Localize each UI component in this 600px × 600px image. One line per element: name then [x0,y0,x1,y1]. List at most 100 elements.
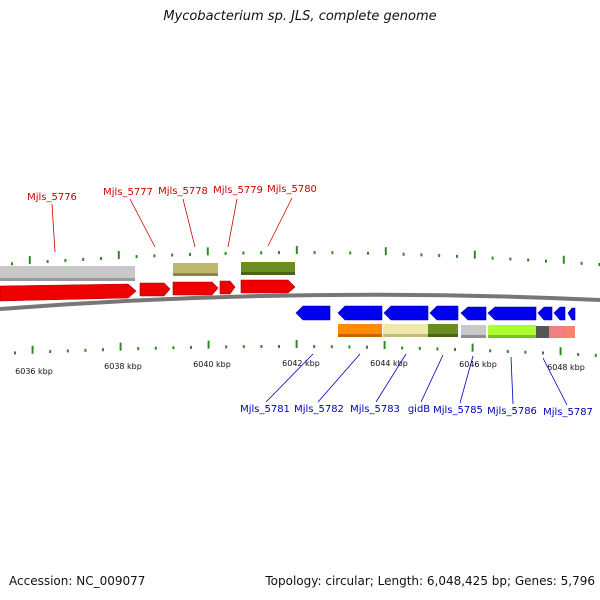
tick-lower-24 [436,347,439,351]
tick-upper-16 [295,246,298,255]
tick-lower-22 [401,346,404,350]
gene-arrow-mjls-5781[interactable] [295,305,331,321]
tick-upper-5 [100,256,102,260]
reverse-cds-track [295,305,576,321]
tick-lower-7 [137,347,140,351]
gene-arrow-mjls-5779[interactable] [219,280,236,295]
tick-upper-18 [331,251,334,255]
tick-upper-29 [527,258,530,262]
tick-lower-30 [542,351,544,355]
gene-arrow-gidb[interactable] [429,305,459,321]
gene-label-mjls-5779[interactable]: Mjls_5779 [213,185,263,196]
tick-lower-27 [489,349,492,353]
gene-arrow-mjls-5776[interactable] [0,283,137,302]
tick-lower-12 [225,345,228,349]
leader-line-mjls-5777 [129,198,156,248]
tick-lower-19 [348,345,351,349]
feature-block-gray[interactable] [461,325,486,337]
feature-block-olive[interactable] [428,324,458,336]
gene-label-mjls-5786[interactable]: Mjls_5786 [487,406,537,417]
tick-upper-9 [171,253,174,257]
tick-lower-6 [119,342,122,351]
gene-arrow-mjls-5777[interactable] [139,282,171,297]
gene-label-mjls-5782[interactable]: Mjls_5782 [294,404,344,415]
gene-arrow-mjls-5783[interactable] [383,305,429,321]
gene-arrow-mjls-5786[interactable] [487,306,537,321]
kbp-label-6048: 6048 kbp [547,363,585,372]
leader-line-mjls-5779 [227,198,238,248]
kbp-label-6036: 6036 kbp [15,367,53,376]
tick-lower-23 [418,346,421,350]
tick-upper-21 [384,247,387,256]
leader-line-mjls-5786 [510,356,514,405]
tick-lower-0 [14,351,16,355]
tick-upper-17 [313,251,316,255]
feature-block-lime[interactable] [488,325,536,337]
tick-upper-28 [509,257,512,261]
tick-upper-27 [491,256,494,260]
tick-upper-23 [420,253,423,257]
gene-label-mjls-5776[interactable]: Mjls_5776 [27,192,77,203]
feature-block-cream[interactable] [383,324,428,336]
leader-line-mjls-5778 [182,198,196,248]
tick-upper-7 [135,255,138,259]
tick-upper-33 [598,262,600,266]
feature-block-salmon[interactable] [549,326,566,338]
feature-bar-olive-shadow [241,272,295,275]
gene-label-mjls-5777[interactable]: Mjls_5777 [103,187,153,198]
top-gene-labels: Mjls_5776 Mjls_5777 Mjls_5778 Mjls_5779 … [27,184,317,253]
tick-upper-19 [349,251,352,255]
feature-block-pink[interactable] [566,326,575,338]
tick-lower-5 [102,348,104,352]
tick-upper-10 [189,252,191,256]
feature-block-darkgray[interactable] [536,326,549,338]
gene-arrow-mjls-5787a[interactable] [537,306,553,321]
tick-upper-13 [242,251,245,255]
tick-upper-32 [580,261,583,265]
gene-arrow-mjls-5787c[interactable] [567,307,576,321]
gene-label-mjls-5785[interactable]: Mjls_5785 [433,405,483,416]
leader-line-mjls-5783 [375,353,407,403]
feature-block-cream-shadow [383,334,428,337]
tick-lower-16 [295,339,298,348]
tick-lower-29 [524,350,527,354]
feature-block-orange[interactable] [338,324,382,336]
tick-marks [11,246,600,357]
leader-line-mjls-5782 [317,353,361,403]
tick-upper-30 [545,259,547,263]
tick-upper-14 [260,251,263,255]
gene-label-mjls-5778[interactable]: Mjls_5778 [158,186,208,197]
gene-arrow-mjls-5780[interactable] [240,279,296,294]
leader-line-gidb [420,354,444,403]
feature-bar-olive[interactable] [241,262,295,275]
tick-lower-1 [31,345,34,354]
leader-line-mjls-5785 [459,355,474,404]
gene-arrow-mjls-5787b[interactable] [553,306,566,321]
gene-label-mjls-5781[interactable]: Mjls_5781 [240,404,290,415]
gene-label-mjls-5787[interactable]: Mjls_5787 [543,407,593,418]
gene-arrow-mjls-5782[interactable] [337,305,383,321]
tick-lower-17 [313,345,316,349]
feature-block-lime-shadow [488,335,536,338]
gene-label-gidb[interactable]: gidB [408,404,430,415]
tick-lower-18 [330,345,333,349]
kbp-axis: 6036 kbp 6038 kbp 6040 kbp 6042 kbp 6044… [15,359,585,376]
gene-arrow-mjls-5785[interactable] [460,306,487,321]
bottom-gene-labels: Mjls_5781 Mjls_5782 Mjls_5783 gidB Mjls_… [240,353,593,418]
accession-text: Accession: NC_009077 [9,574,146,588]
map-title: Mycobacterium sp. JLS, complete genome [163,9,437,24]
gene-label-mjls-5783[interactable]: Mjls_5783 [350,404,400,415]
kbp-label-6038: 6038 kbp [104,362,142,371]
feature-bar-gray[interactable] [0,266,135,281]
tick-lower-28 [506,349,509,353]
feature-bar-khaki[interactable] [173,263,218,276]
gene-arrow-mjls-5778[interactable] [172,281,219,296]
tick-lower-14 [260,345,263,349]
tick-upper-31 [562,255,565,264]
tick-lower-11 [207,340,210,349]
tick-lower-26 [471,343,474,352]
tick-lower-20 [366,345,368,349]
feature-bar-khaki-shadow [173,273,218,276]
gene-label-mjls-5780[interactable]: Mjls_5780 [267,184,317,195]
